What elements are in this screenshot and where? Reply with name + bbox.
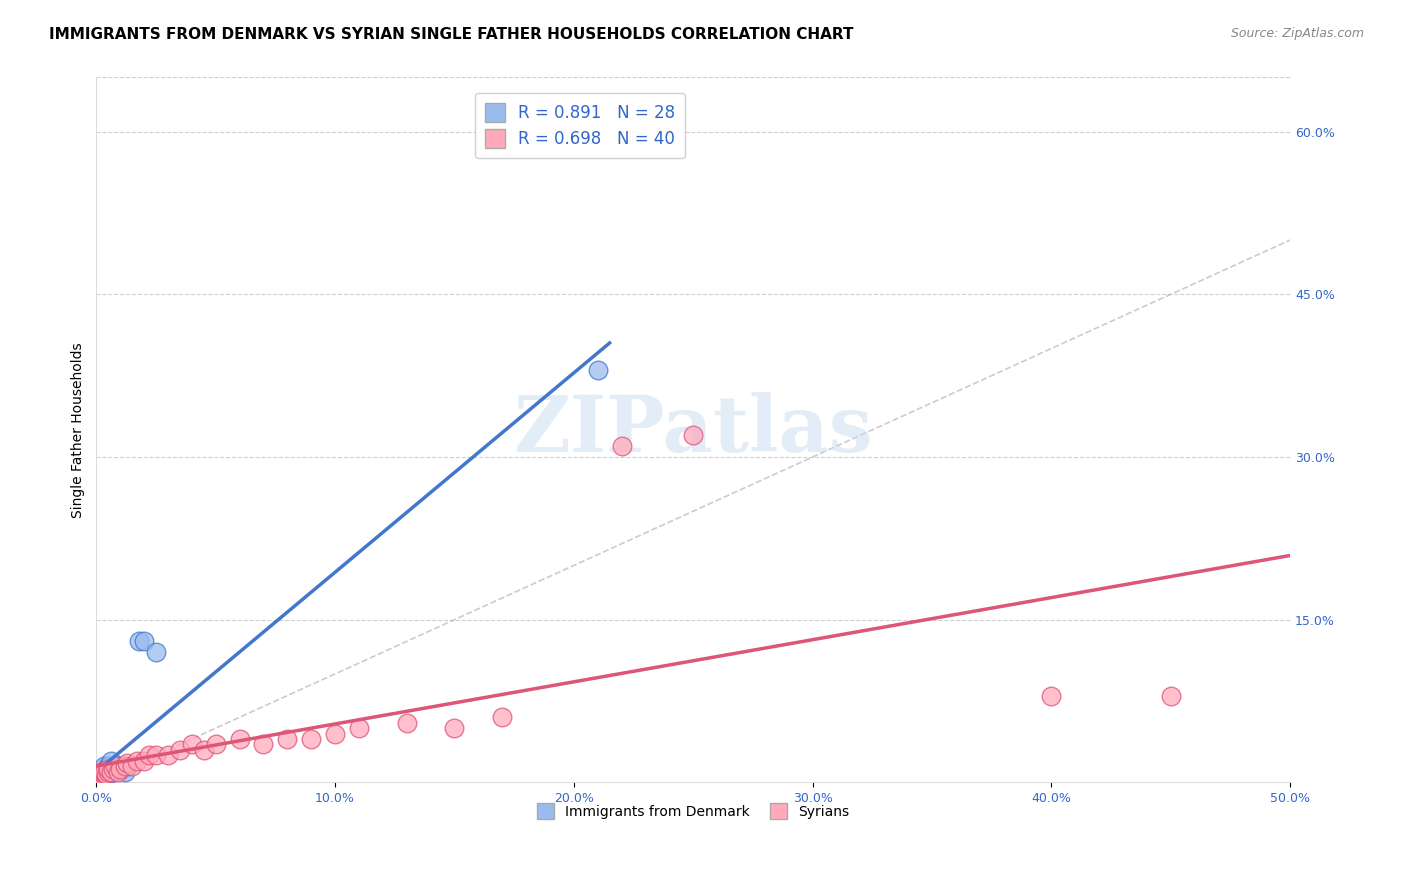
- Point: [110, 762, 132, 776]
- Point: [86, 770, 108, 784]
- Text: ZIPatlas: ZIPatlas: [513, 392, 873, 468]
- Point: [90, 770, 112, 784]
- Point: [121, 759, 143, 773]
- Point: [491, 710, 513, 724]
- Point: [100, 764, 122, 779]
- Point: [87, 766, 110, 780]
- Point: [100, 754, 122, 768]
- Point: [682, 428, 704, 442]
- Point: [395, 715, 418, 730]
- Point: [89, 770, 111, 784]
- Point: [180, 738, 202, 752]
- Point: [90, 764, 112, 779]
- Point: [90, 770, 112, 784]
- Point: [93, 770, 115, 784]
- Point: [87, 770, 110, 784]
- Point: [97, 764, 120, 779]
- Point: [138, 748, 160, 763]
- Text: IMMIGRANTS FROM DENMARK VS SYRIAN SINGLE FATHER HOUSEHOLDS CORRELATION CHART: IMMIGRANTS FROM DENMARK VS SYRIAN SINGLE…: [49, 27, 853, 42]
- Point: [107, 759, 129, 773]
- Point: [125, 754, 148, 768]
- Point: [87, 766, 110, 780]
- Text: Source: ZipAtlas.com: Source: ZipAtlas.com: [1230, 27, 1364, 40]
- Point: [101, 764, 124, 779]
- Point: [111, 759, 134, 773]
- Point: [86, 770, 108, 784]
- Point: [117, 759, 139, 773]
- Legend: Immigrants from Denmark, Syrians: Immigrants from Denmark, Syrians: [531, 797, 855, 825]
- Point: [228, 731, 250, 746]
- Point: [110, 762, 132, 776]
- Point: [276, 731, 298, 746]
- Point: [114, 759, 136, 773]
- Point: [93, 764, 115, 779]
- Point: [90, 764, 112, 779]
- Point: [132, 634, 155, 648]
- Point: [132, 754, 155, 768]
- Point: [586, 363, 609, 377]
- Point: [145, 645, 167, 659]
- Point: [94, 766, 117, 780]
- Point: [610, 439, 633, 453]
- Point: [104, 759, 127, 773]
- Point: [97, 762, 120, 776]
- Point: [100, 764, 122, 779]
- Point: [94, 770, 117, 784]
- Point: [93, 759, 115, 773]
- Point: [114, 764, 136, 779]
- Point: [128, 634, 150, 648]
- Point: [443, 721, 465, 735]
- Point: [323, 726, 346, 740]
- Point: [1160, 689, 1182, 703]
- Point: [107, 764, 129, 779]
- Point: [347, 721, 370, 735]
- Y-axis label: Single Father Households: Single Father Households: [72, 342, 86, 517]
- Point: [94, 766, 117, 780]
- Point: [169, 743, 191, 757]
- Point: [87, 770, 110, 784]
- Point: [1040, 689, 1063, 703]
- Point: [104, 762, 127, 776]
- Point: [97, 759, 120, 773]
- Point: [204, 738, 226, 752]
- Point: [93, 766, 115, 780]
- Point: [193, 743, 215, 757]
- Point: [97, 764, 120, 779]
- Point: [117, 756, 139, 770]
- Point: [156, 748, 179, 763]
- Point: [101, 762, 124, 776]
- Point: [252, 738, 274, 752]
- Point: [90, 766, 112, 780]
- Point: [299, 731, 322, 746]
- Point: [94, 762, 117, 776]
- Point: [93, 764, 115, 779]
- Point: [145, 748, 167, 763]
